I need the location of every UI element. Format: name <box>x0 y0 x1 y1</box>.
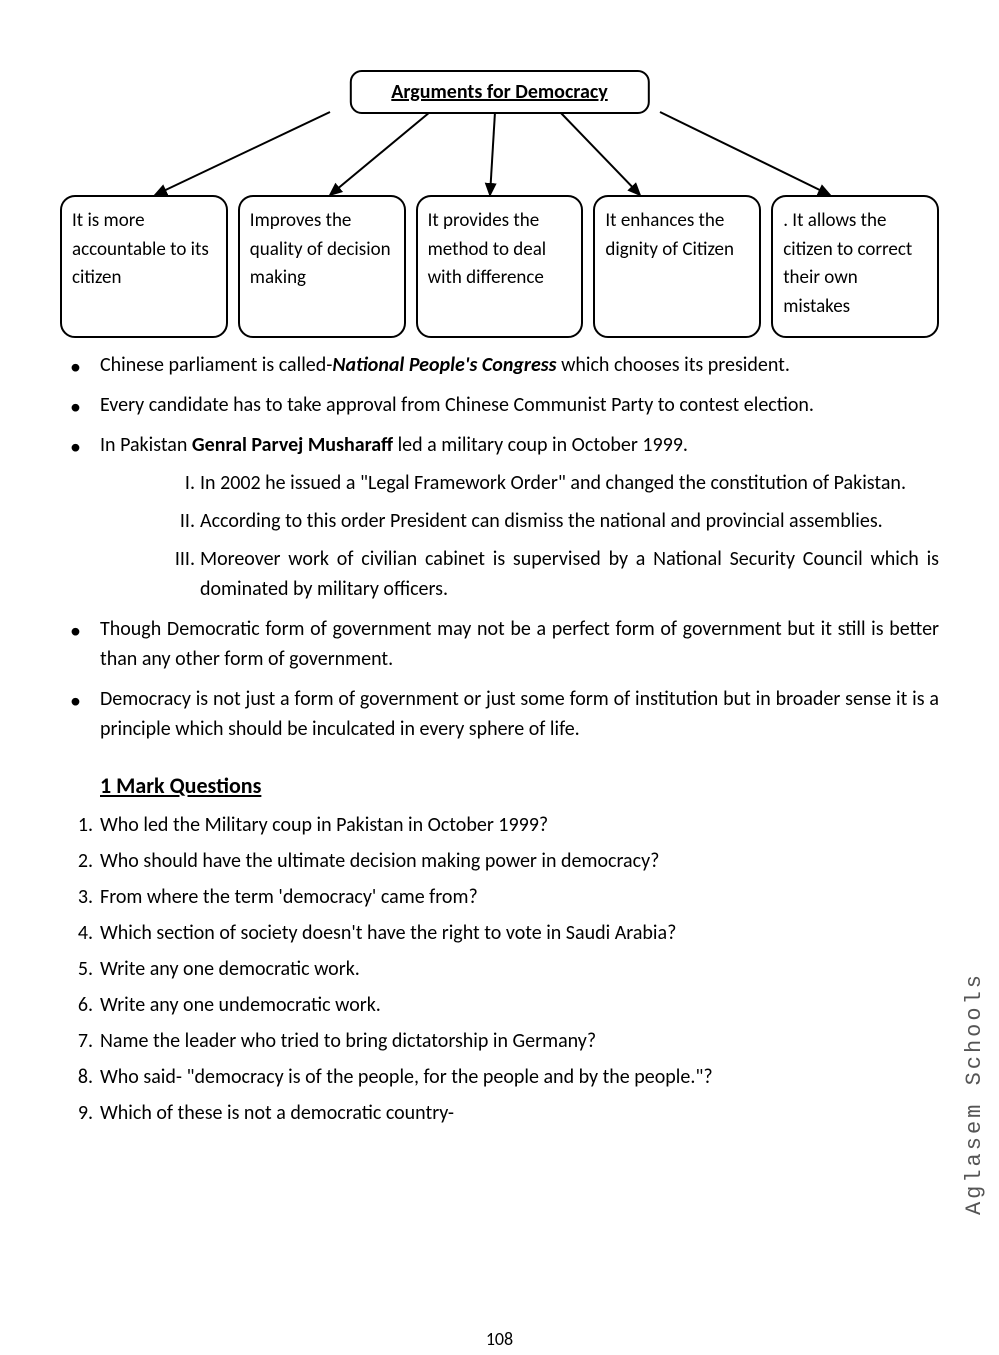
page-number: 108 <box>486 1328 513 1350</box>
question-item: 2.Who should have the ultimate decision … <box>100 846 939 876</box>
arguments-diagram: Arguments for Democracy It is more accou… <box>60 40 939 330</box>
bullet-item: Every candidate has to take approval fro… <box>100 390 939 420</box>
roman-item: III.Moreover work of civilian cabinet is… <box>200 544 939 604</box>
diagram-child-box: It enhances the dignity of Citizen <box>593 195 761 338</box>
question-item: 7.Name the leader who tried to bring dic… <box>100 1026 939 1056</box>
diagram-child-box: It provides the method to deal with diff… <box>416 195 584 338</box>
question-item: 6.Write any one undemocratic work. <box>100 990 939 1020</box>
diagram-child-box: It is more accountable to its citizen <box>60 195 228 338</box>
question-item: 4.Which section of society doesn't have … <box>100 918 939 948</box>
question-item: 3.From where the term 'democracy' came f… <box>100 882 939 912</box>
diagram-title: Arguments for Democracy <box>349 70 649 114</box>
question-item: 1.Who led the Military coup in Pakistan … <box>100 810 939 840</box>
diagram-child-box: . It allows the citizen to correct their… <box>771 195 939 338</box>
content-area: Chinese parliament is called-National Pe… <box>60 350 939 1128</box>
bullet-item: In Pakistan Genral Parvej Musharaff led … <box>100 430 939 604</box>
question-item: 8.Who said- "democracy is of the people,… <box>100 1062 939 1092</box>
watermark: Aglasem Schools <box>962 972 987 1215</box>
questions-list: 1.Who led the Military coup in Pakistan … <box>60 810 939 1128</box>
roman-sublist: I.In 2002 he issued a "Legal Framework O… <box>100 468 939 604</box>
bullet-item: Democracy is not just a form of governme… <box>100 684 939 744</box>
roman-item: II.According to this order President can… <box>200 506 939 536</box>
section-heading: 1 Mark Questions <box>100 769 939 802</box>
diagram-children: It is more accountable to its citizenImp… <box>60 195 939 338</box>
question-item: 5.Write any one democratic work. <box>100 954 939 984</box>
bullet-list: Chinese parliament is called-National Pe… <box>60 350 939 744</box>
roman-item: I.In 2002 he issued a "Legal Framework O… <box>200 468 939 498</box>
diagram-child-box: Improves the quality of decision making <box>238 195 406 338</box>
bullet-item: Though Democratic form of government may… <box>100 614 939 674</box>
bullet-item: Chinese parliament is called-National Pe… <box>100 350 939 380</box>
question-item: 9.Which of these is not a democratic cou… <box>100 1098 939 1128</box>
